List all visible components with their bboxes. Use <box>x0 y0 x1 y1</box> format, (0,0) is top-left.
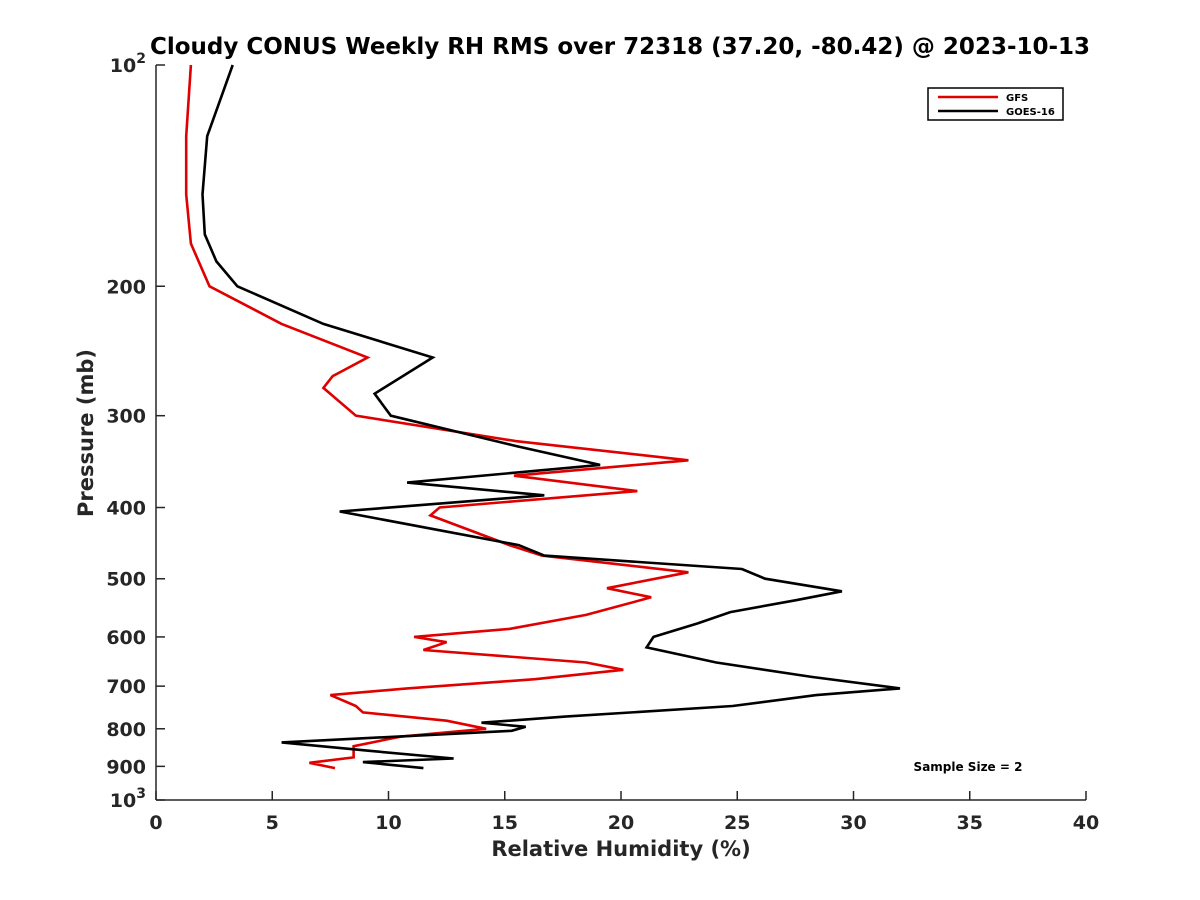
x-axis-label: Relative Humidity (%) <box>491 837 750 861</box>
y-tick-label: 300 <box>106 406 146 428</box>
x-ticks: 0 5 10 15 20 25 30 35 40 <box>149 791 1099 834</box>
legend-label-gfs: GFS <box>1006 93 1028 104</box>
y-tick-label: 102 <box>110 51 146 77</box>
x-tick-label: 15 <box>492 812 518 834</box>
y-tick-label: 103 <box>110 786 146 812</box>
y-tick-label: 200 <box>106 276 146 298</box>
x-tick-label: 40 <box>1073 812 1099 834</box>
series-group <box>184 64 901 770</box>
x-tick-label: 20 <box>608 812 634 834</box>
y-axis-label: Pressure (mb) <box>74 349 98 517</box>
x-tick-label: 25 <box>724 812 750 834</box>
x-tick-label: 0 <box>149 812 162 834</box>
y-tick-label: 800 <box>106 719 146 741</box>
legend-label-goes16: GOES-16 <box>1006 107 1055 118</box>
y-tick-label: 700 <box>106 676 146 698</box>
y-ticks: 102 200 300 400 500 600 700 800 900 103 <box>106 51 165 812</box>
y-tick-label: 400 <box>106 498 146 520</box>
axes <box>155 65 1086 801</box>
sample-size-annotation: Sample Size = 2 <box>914 760 1023 774</box>
series-line-goes16 <box>201 64 901 770</box>
x-tick-label: 5 <box>266 812 279 834</box>
x-tick-label: 35 <box>957 812 983 834</box>
x-tick-label: 30 <box>840 812 866 834</box>
y-tick-label: 900 <box>106 756 146 778</box>
chart-title: Cloudy CONUS Weekly RH RMS over 72318 (3… <box>150 34 1090 60</box>
y-tick-label: 500 <box>106 569 146 591</box>
legend-box <box>927 87 1064 121</box>
x-tick-label: 10 <box>375 812 401 834</box>
series-line-gfs <box>184 64 689 770</box>
y-tick-label: 600 <box>106 627 146 649</box>
legend: GFS GOES-16 <box>927 87 1064 121</box>
